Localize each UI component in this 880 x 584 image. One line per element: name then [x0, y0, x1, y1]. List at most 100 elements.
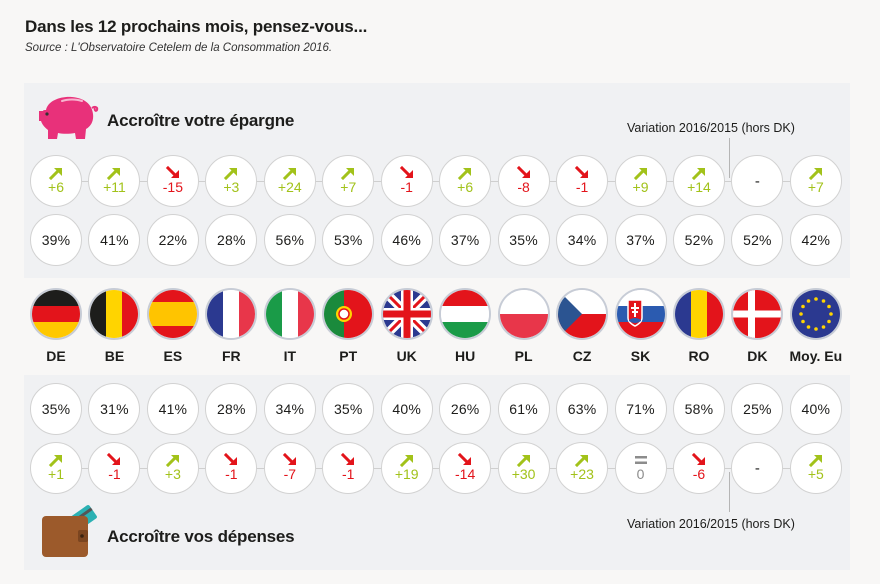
arrow-down-right-icon: [574, 165, 590, 180]
variation-value: +6: [457, 178, 474, 195]
page-title: Dans les 12 prochains mois, pensez-vous.…: [25, 17, 368, 36]
pct-value: 34%: [275, 401, 305, 417]
spending-variation-moyeu: +5: [789, 442, 842, 494]
arrow-up-right-icon: [574, 454, 590, 467]
pct-value: 28%: [217, 401, 246, 417]
flag-slovakia-icon: [614, 288, 667, 340]
pct-value: 37%: [626, 232, 655, 248]
arrow-down-right-icon: [691, 452, 707, 467]
pct-value: 46%: [392, 232, 421, 248]
savings-pct-de: 39%: [30, 214, 82, 266]
arrow-up-right-icon: [399, 454, 415, 467]
pct-value: 35%: [333, 401, 363, 417]
savings-variation-uk: -1: [380, 155, 433, 207]
variation-value: -1: [575, 178, 589, 195]
pct-value: 63%: [567, 401, 597, 417]
arrow-up-right-icon: [457, 167, 473, 180]
savings-pct-cz: 34%: [556, 214, 609, 266]
pct-value: 56%: [275, 232, 305, 248]
variation-value: -: [754, 172, 760, 190]
country-code: ES: [163, 348, 183, 364]
variation-value: +19: [394, 465, 419, 482]
arrow-up-right-icon: [516, 454, 532, 467]
savings-variation-es: -15: [146, 155, 199, 207]
equal-icon: [633, 455, 649, 467]
pct-value: 71%: [626, 401, 655, 417]
savings-title: Accroître votre épargne: [107, 111, 295, 130]
savings-variation-fr: +3: [205, 155, 258, 207]
spending-variation-pl: +30: [497, 442, 550, 494]
flag-italy-icon: [263, 288, 316, 340]
savings-variation-hu: +6: [439, 155, 492, 207]
pct-value: 52%: [743, 232, 772, 248]
pct-value: 58%: [684, 401, 714, 417]
pct-value: 40%: [392, 401, 421, 417]
variation-value: +3: [223, 178, 240, 195]
variation-value: 0: [636, 465, 645, 482]
spending-variation-sk: 0: [614, 442, 667, 494]
variation-value: -: [754, 459, 760, 477]
arrow-down-right-icon: [457, 452, 473, 467]
variation-value: +23: [570, 465, 594, 482]
variation-value: -14: [455, 465, 476, 482]
savings-variation-pt: +7: [322, 155, 375, 207]
savings-variation-connector: [56, 181, 816, 182]
variation-value: +3: [164, 465, 181, 482]
spending-variation-cz: +23: [556, 442, 609, 494]
pct-value: 42%: [801, 232, 831, 248]
arrow-down-right-icon: [223, 452, 239, 467]
country-code: BE: [104, 348, 125, 364]
pct-value: 52%: [684, 232, 714, 248]
arrow-up-right-icon: [808, 454, 824, 467]
variation-value: -6: [692, 465, 706, 482]
savings-variation-moyeu: +7: [789, 155, 842, 207]
variation-value: +30: [511, 465, 536, 482]
variation-value: -1: [400, 178, 413, 195]
spending-variation-label: Variation 2016/2015 (hors DK): [627, 517, 795, 531]
flag-france-icon: [205, 288, 258, 340]
spending-variation-ro: -6: [672, 442, 725, 494]
arrow-up-right-icon: [282, 167, 298, 180]
pct-value: 25%: [743, 401, 772, 417]
pct-value: 37%: [450, 232, 480, 248]
variation-value: +9: [632, 178, 649, 195]
variation-value: -1: [225, 465, 238, 482]
savings-pct-fr: 28%: [205, 214, 258, 266]
pct-value: 31%: [100, 401, 129, 417]
pct-value: 61%: [509, 401, 538, 417]
savings-variation-pl: -8: [497, 155, 550, 207]
spending-variation-dk: -: [731, 442, 784, 494]
variation-value: -1: [342, 465, 355, 482]
country-code: CZ: [572, 348, 592, 364]
spending-variation-pt: -1: [322, 442, 375, 494]
savings-variation-be: +11: [88, 155, 141, 207]
country-code: HU: [455, 348, 476, 364]
spending-pct-es: 41%: [146, 383, 199, 435]
wallet-icon: [42, 505, 97, 557]
flag-denmark-icon: [731, 288, 784, 340]
spending-pct-be: 31%: [88, 383, 141, 435]
savings-pct-pl: 35%: [497, 214, 550, 266]
pct-value: 53%: [333, 232, 363, 248]
pct-value: 35%: [41, 401, 71, 417]
source-note: Source : L'Observatoire Cetelem de la Co…: [25, 42, 333, 54]
variation-value: -15: [162, 178, 183, 195]
spending-pct-pl: 61%: [497, 383, 550, 435]
country-code: RO: [688, 348, 710, 364]
savings-variation-label: Variation 2016/2015 (hors DK): [627, 121, 795, 135]
country-code: FR: [222, 348, 241, 364]
savings-variation-dk: -: [731, 155, 784, 207]
arrow-down-right-icon: [399, 165, 415, 180]
savings-pct-dk: 52%: [731, 214, 784, 266]
flag-czech-icon: [556, 288, 609, 340]
variation-value: +14: [687, 178, 711, 195]
spending-pct-cz: 63%: [556, 383, 609, 435]
arrow-up-right-icon: [340, 167, 356, 180]
arrow-down-right-icon: [516, 165, 532, 180]
pct-value: 26%: [450, 401, 480, 417]
savings-pct-uk: 46%: [380, 214, 433, 266]
savings-pct-es: 22%: [146, 214, 199, 266]
spending-variation-be: -1: [88, 442, 141, 494]
spending-pct-dk: 25%: [731, 383, 784, 435]
piggy-bank-icon: [39, 96, 99, 139]
